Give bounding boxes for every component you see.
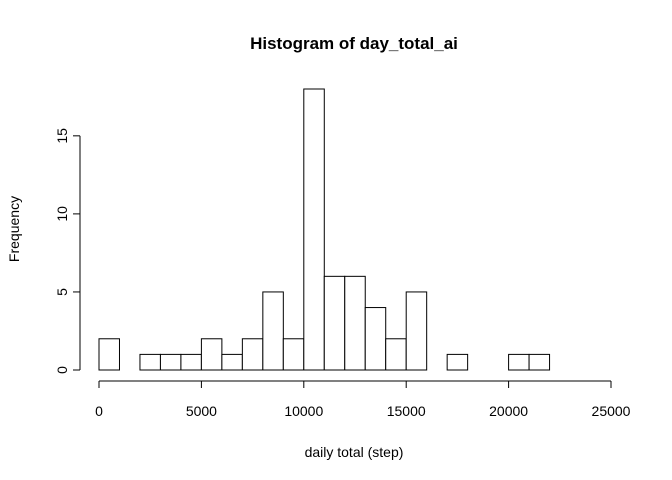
histogram-bar — [385, 338, 407, 371]
y-tick-label: 15 — [54, 128, 70, 144]
histogram-bar — [241, 338, 264, 371]
x-axis-label: daily total (step) — [305, 444, 404, 460]
histogram-bar — [282, 338, 305, 371]
histogram-bar — [446, 353, 469, 371]
histogram-bar — [508, 353, 530, 371]
y-tick-label: 5 — [54, 288, 70, 296]
chart-title: Histogram of day_total_ai — [250, 34, 458, 53]
x-axis: 0 5000 10000 15000 20000 25000 — [95, 380, 631, 419]
x-tick-label: 5000 — [186, 403, 217, 419]
x-tick-label: 15000 — [387, 403, 426, 419]
histogram-bar — [323, 275, 346, 371]
histogram-bar — [221, 353, 243, 371]
x-tick-label: 20000 — [489, 403, 528, 419]
bars-group — [98, 88, 551, 371]
y-tick-label: 10 — [54, 206, 70, 222]
x-tick-label: 10000 — [284, 403, 323, 419]
histogram-bar — [139, 353, 161, 371]
histogram-bar — [180, 353, 202, 371]
histogram-bar — [528, 353, 551, 371]
histogram-bar — [344, 275, 366, 371]
histogram-bar — [159, 353, 182, 371]
histogram-bar — [364, 307, 387, 371]
histogram-bar — [98, 338, 120, 371]
histogram-bar — [303, 88, 325, 371]
y-axis: 0 5 10 15 — [54, 128, 81, 374]
x-tick-label: 25000 — [592, 403, 631, 419]
x-tick-label: 0 — [95, 403, 103, 419]
histogram-bar — [200, 338, 223, 371]
y-tick-label: 0 — [54, 366, 70, 374]
histogram-bar — [262, 291, 284, 371]
histogram-bar — [405, 291, 428, 371]
y-axis-label: Frequency — [6, 196, 22, 262]
